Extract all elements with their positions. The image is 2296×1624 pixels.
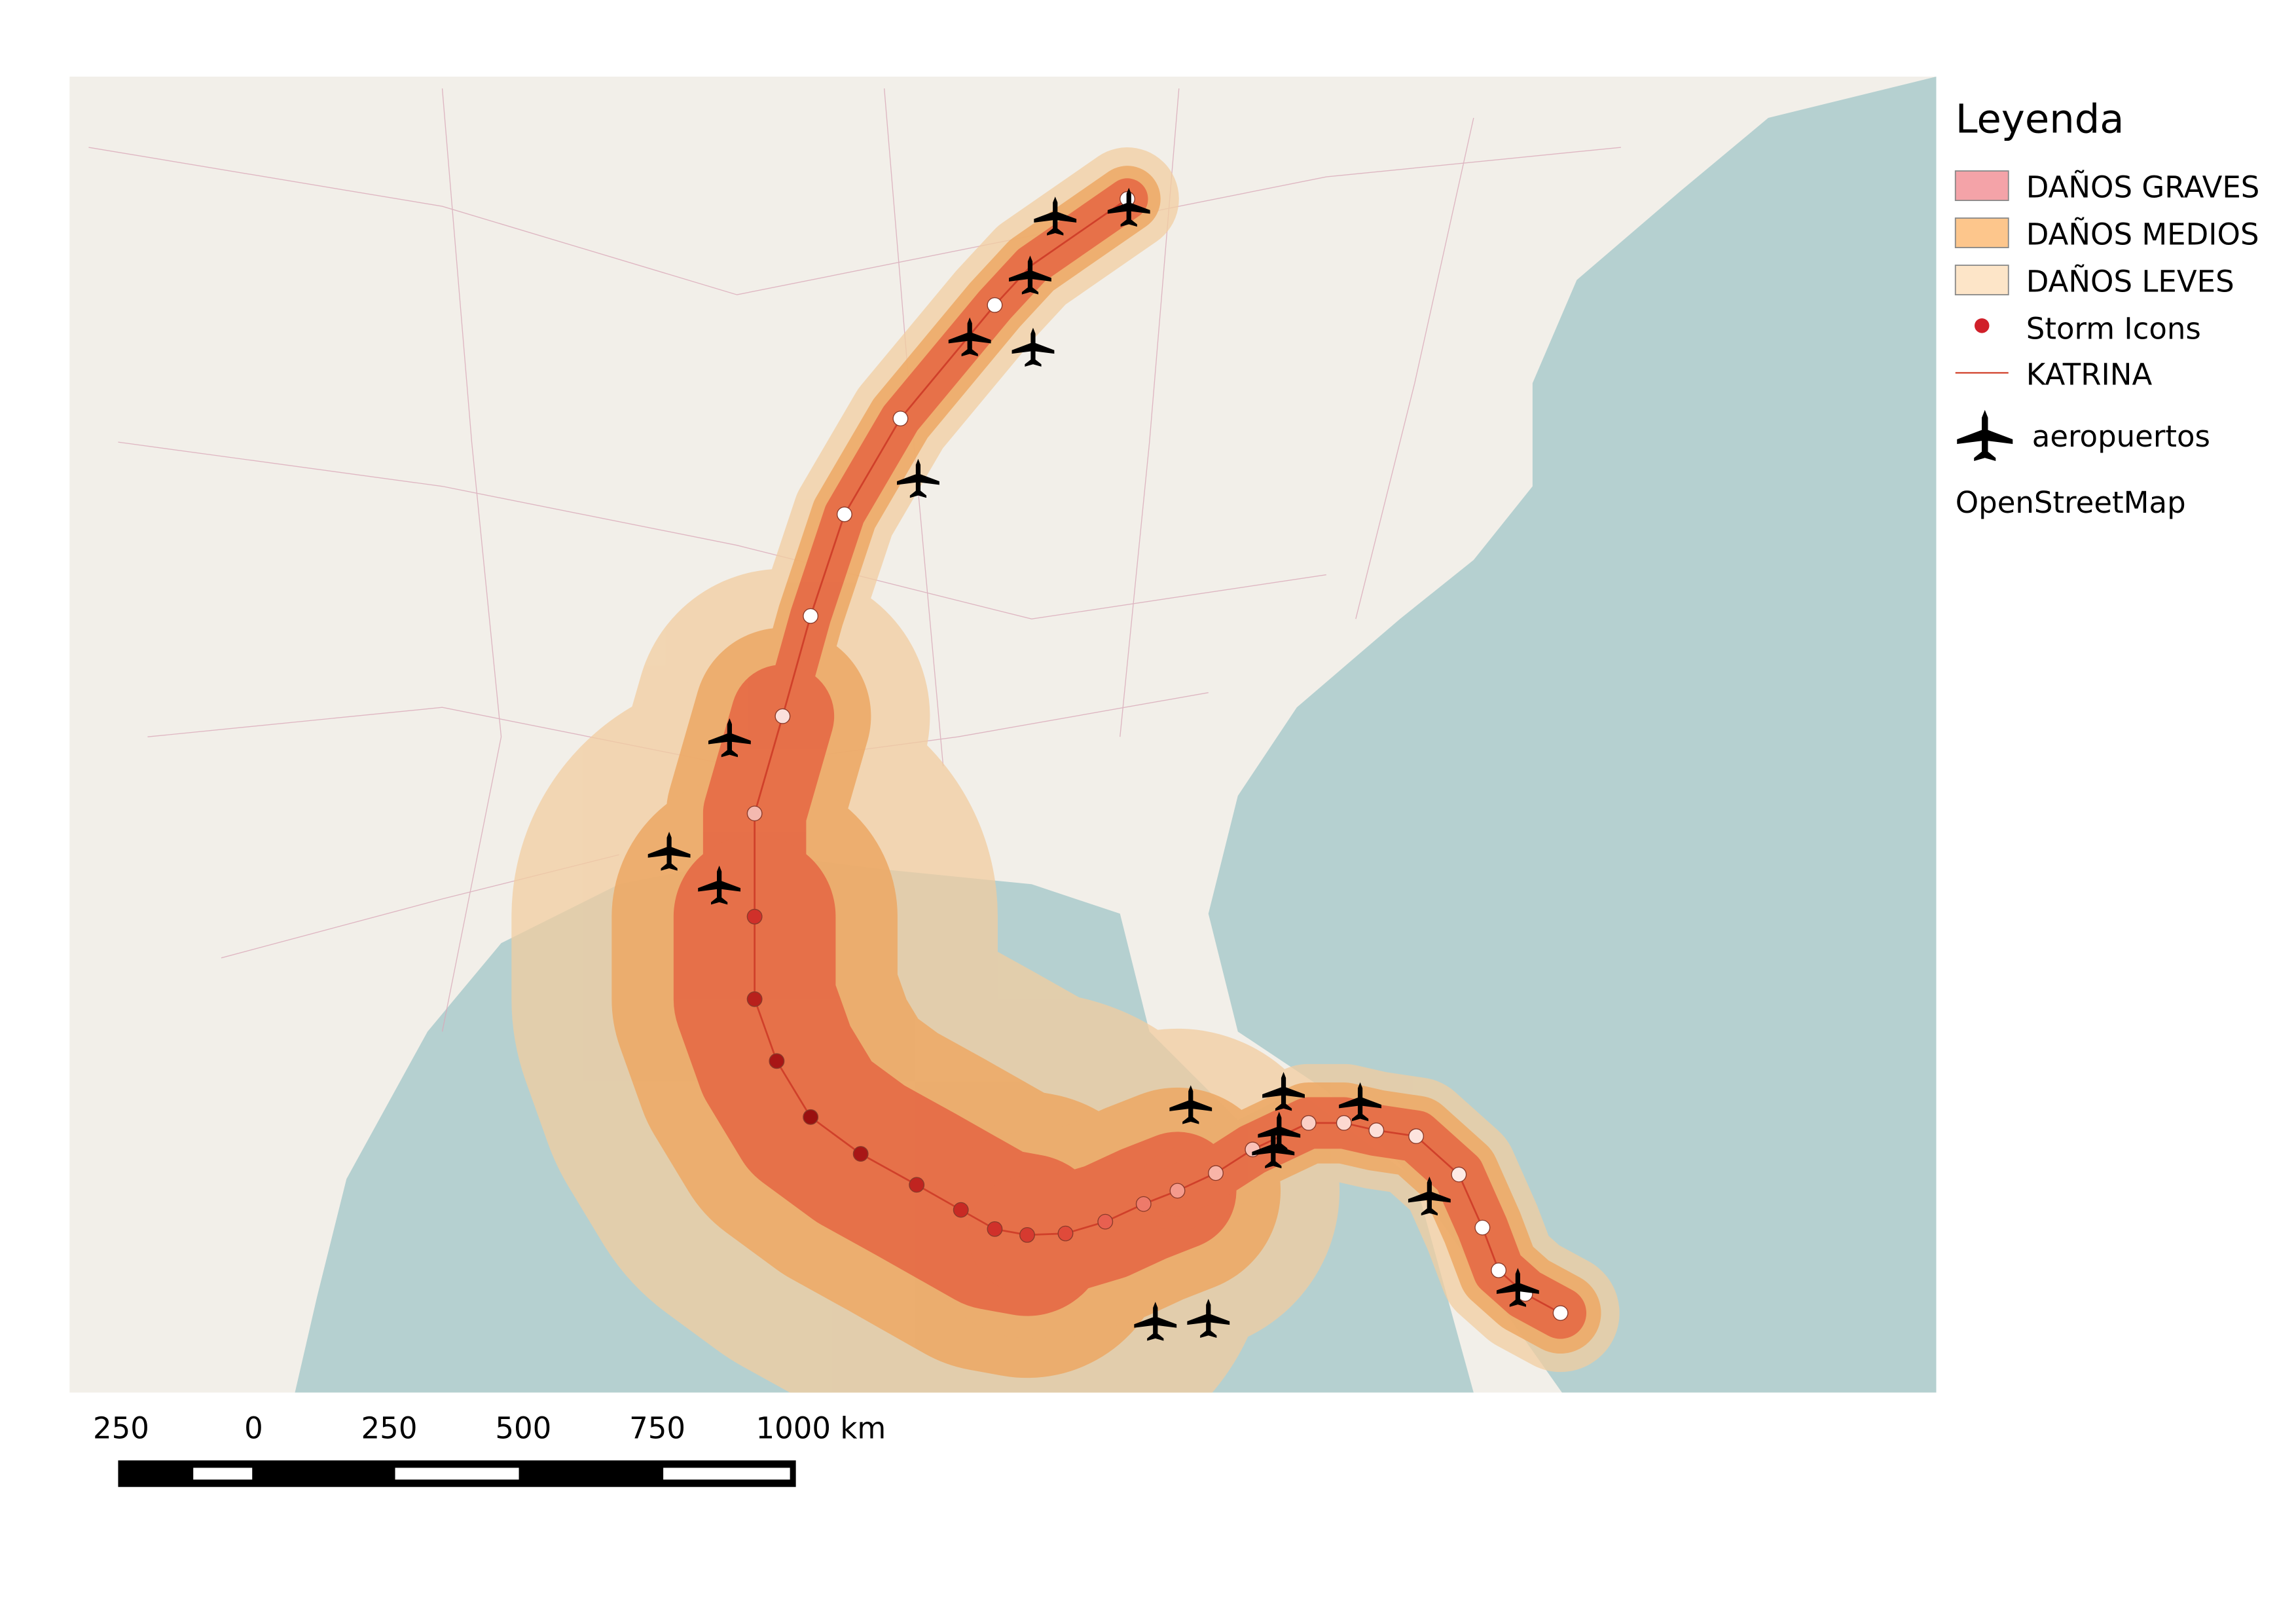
swatch-medios (1954, 217, 2009, 248)
legend-item: Storm Icons (2026, 312, 2201, 346)
legend-title: Leyenda (1956, 97, 2124, 143)
legend-source: OpenStreetMap (1956, 485, 2186, 520)
scale-label: 0 (244, 1411, 263, 1445)
legend: Leyenda DAÑOS GRAVES DAÑOS MEDIOS DAÑOS … (1954, 97, 2260, 520)
legend-item: DAÑOS GRAVES (2026, 170, 2260, 205)
scale-label: 750 (629, 1411, 685, 1445)
scale-label: 500 (495, 1411, 551, 1445)
scale-label: 250 (361, 1411, 418, 1445)
swatch-graves (1954, 170, 2009, 201)
atlantic-ocean (1208, 77, 1937, 1393)
scale-bar: 250 0 250 500 750 1000 km (93, 1411, 886, 1487)
legend-item: DAÑOS MEDIOS (2026, 217, 2259, 252)
legend-item: aeropuertos (2032, 419, 2210, 454)
scale-bar-segment (395, 1467, 519, 1480)
swatch-storm (1975, 318, 1990, 333)
scale-label: 1000 km (756, 1411, 886, 1445)
map (69, 77, 1937, 1393)
scale-bar-segment (663, 1467, 790, 1480)
legend-item: KATRINA (2026, 357, 2153, 392)
legend-item: DAÑOS LEVES (2026, 265, 2234, 299)
swatch-airport (1957, 409, 2013, 461)
swatch-leves (1954, 265, 2009, 295)
scale-bar-segment (193, 1467, 253, 1480)
scale-label: 250 (93, 1411, 149, 1445)
